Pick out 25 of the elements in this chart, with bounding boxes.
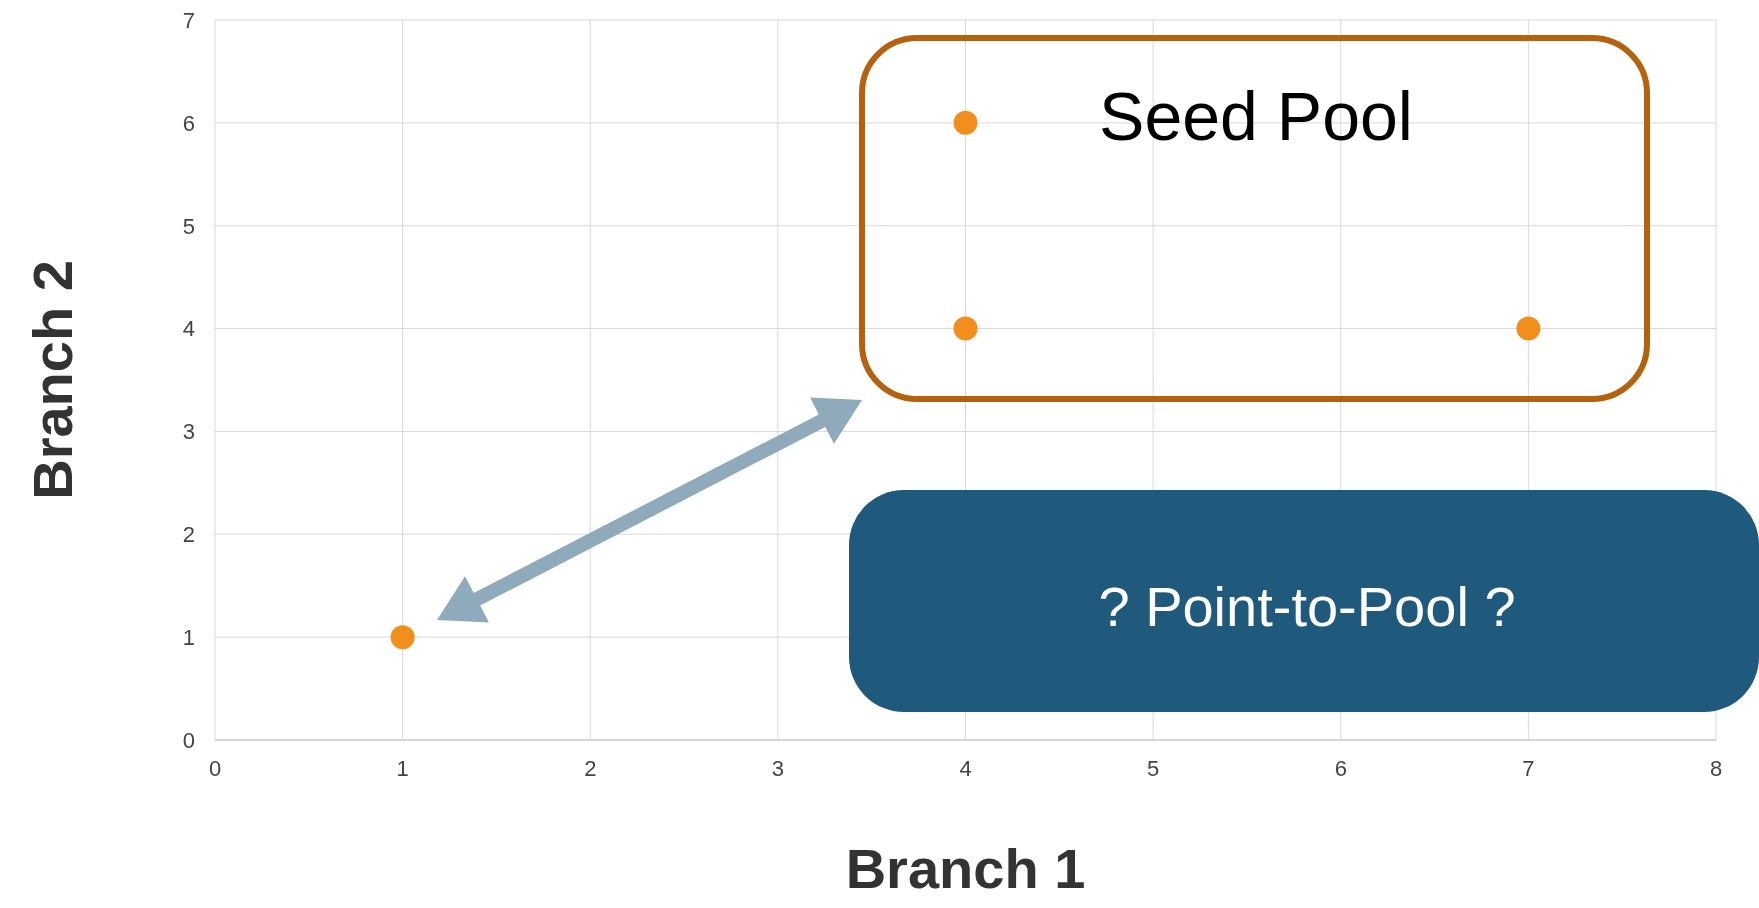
- y-tick-label: 5: [182, 213, 195, 239]
- y-tick-label: 0: [182, 727, 195, 753]
- point: [390, 625, 415, 650]
- x-tick-label: 8: [1709, 755, 1723, 781]
- x-tick-label: 1: [396, 755, 409, 781]
- y-axis-title: Branch 2: [20, 260, 84, 500]
- y-tick-label: 4: [182, 316, 195, 342]
- y-tick-label: 6: [182, 110, 195, 136]
- x-tick-label: 0: [208, 755, 222, 781]
- y-tick-label: 7: [182, 7, 195, 33]
- point: [953, 316, 978, 341]
- x-tick-label: 5: [1147, 755, 1160, 781]
- x-tick-label: 2: [584, 755, 597, 781]
- annotation: ? Point-to-Pool ?: [1098, 575, 1516, 638]
- x-tick-label: 6: [1334, 755, 1347, 781]
- annotation: Seed Pool: [1099, 78, 1413, 154]
- point: [953, 110, 978, 135]
- x-tick-label: 7: [1522, 755, 1535, 781]
- y-tick-label: 2: [182, 522, 195, 548]
- x-tick-label: 4: [959, 755, 972, 781]
- x-axis-title: Branch 1: [845, 837, 1086, 900]
- y-tick-label: 1: [182, 624, 195, 650]
- point: [1516, 316, 1541, 341]
- x-tick-label: 3: [771, 755, 784, 781]
- y-tick-label: 3: [182, 419, 195, 445]
